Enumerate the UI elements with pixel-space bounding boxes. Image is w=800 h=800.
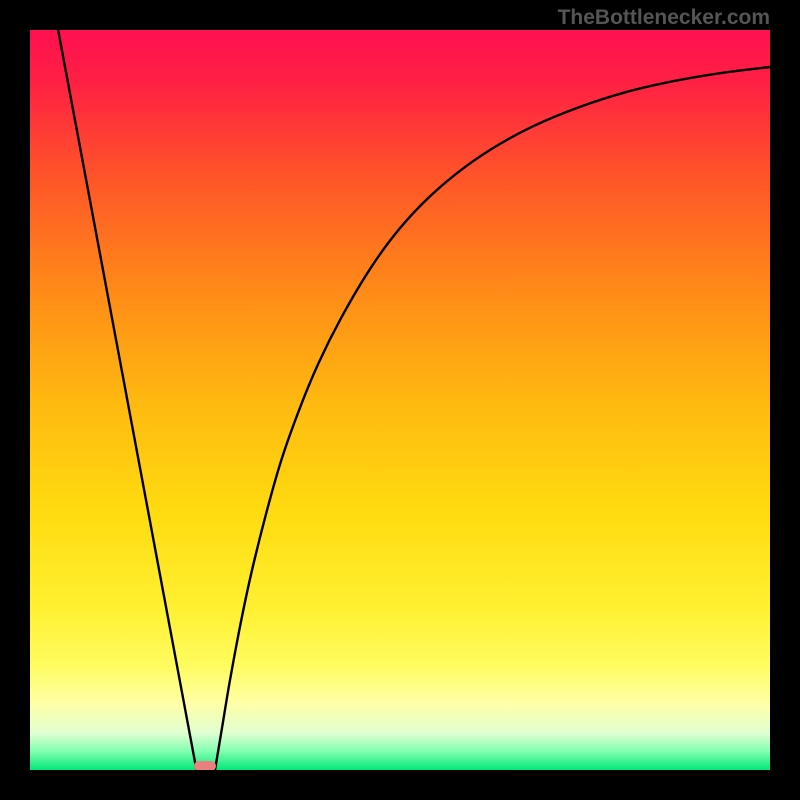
bottleneck-curve xyxy=(30,30,770,770)
plot-area xyxy=(30,30,770,770)
optimal-marker xyxy=(194,761,216,770)
chart-container: TheBottlenecker.com xyxy=(0,0,800,800)
watermark-text: TheBottlenecker.com xyxy=(558,6,770,30)
